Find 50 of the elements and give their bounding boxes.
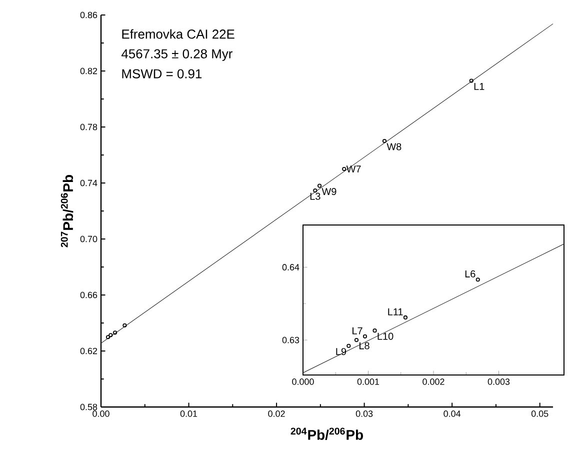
point — [372, 328, 377, 333]
y-tick-label: 0.64 — [282, 264, 300, 270]
point — [106, 335, 110, 340]
point — [476, 278, 480, 282]
point — [318, 184, 322, 188]
x-tick-label: 0.01 — [180, 410, 198, 417]
annotation: L1 — [474, 82, 484, 90]
annotation: L3 — [310, 192, 320, 200]
x-tick-label: 0.00 — [92, 410, 110, 417]
point — [362, 334, 368, 338]
point — [354, 338, 359, 342]
annotation: 4567.35 ± 0.28 Myr — [121, 49, 232, 61]
annotation: L7 — [352, 327, 362, 334]
y-tick-label: 0.74 — [80, 180, 98, 186]
point — [403, 315, 408, 320]
annotation: L9 — [336, 348, 346, 356]
point — [382, 138, 387, 144]
x-tick-label: 0.000 — [292, 378, 314, 385]
annotation: L6 — [465, 270, 476, 278]
x-tick-label: 0.04 — [444, 410, 461, 417]
annotation: W9 — [322, 188, 336, 196]
annotation: Efremovka CAI 22E — [122, 29, 234, 39]
annotation: W8 — [386, 143, 402, 150]
point — [342, 166, 346, 172]
annotation: L8 — [360, 342, 370, 350]
x-tick-label: 0.03 — [356, 410, 373, 417]
y-tick-label: 0.66 — [80, 292, 98, 298]
point — [113, 330, 118, 335]
point — [122, 323, 127, 328]
annotation: W7 — [346, 166, 361, 172]
annotation: MSWD = 0.91 — [122, 69, 202, 78]
y-axis-title: $^{207}$Pb/$^{206}$Pb — [60, 175, 74, 248]
y-tick-label: 0.62 — [80, 348, 98, 354]
y-tick-label: 0.70 — [80, 236, 98, 242]
y-tick-label: 0.63 — [282, 336, 300, 344]
x-tick-label: 0.002 — [422, 378, 444, 385]
y-tick-label: 0.86 — [80, 12, 98, 18]
y-tick-label: 0.78 — [80, 124, 98, 130]
annotation: L11 — [388, 308, 403, 316]
x-tick-label: 0.02 — [268, 410, 285, 417]
point — [346, 344, 351, 348]
point — [108, 333, 113, 338]
point — [469, 78, 474, 83]
x-tick-label: 0.05 — [531, 410, 548, 417]
x-tick-label: 0.003 — [488, 378, 510, 385]
y-tick-label: 0.58 — [80, 404, 98, 410]
x-axis-title: $^{204}$Pb/$^{206}$Pb — [290, 428, 363, 440]
annotation: L10 — [378, 332, 394, 340]
x-tick-label: 0.001 — [357, 378, 380, 385]
y-tick-label: 0.82 — [80, 68, 98, 74]
